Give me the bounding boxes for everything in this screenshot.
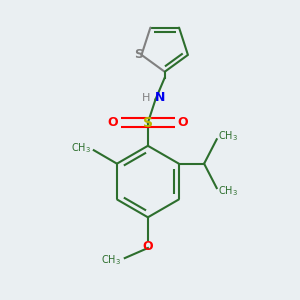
Text: O: O: [178, 116, 188, 129]
Text: S: S: [134, 48, 143, 62]
Text: H: H: [142, 93, 150, 103]
Text: O: O: [108, 116, 118, 129]
Text: CH$_3$: CH$_3$: [218, 184, 238, 198]
Text: S: S: [143, 116, 153, 130]
Text: CH$_3$: CH$_3$: [218, 129, 238, 143]
Text: CH$_3$: CH$_3$: [101, 253, 122, 267]
Text: O: O: [142, 240, 153, 253]
Text: N: N: [155, 91, 166, 104]
Text: CH$_3$: CH$_3$: [71, 142, 91, 155]
